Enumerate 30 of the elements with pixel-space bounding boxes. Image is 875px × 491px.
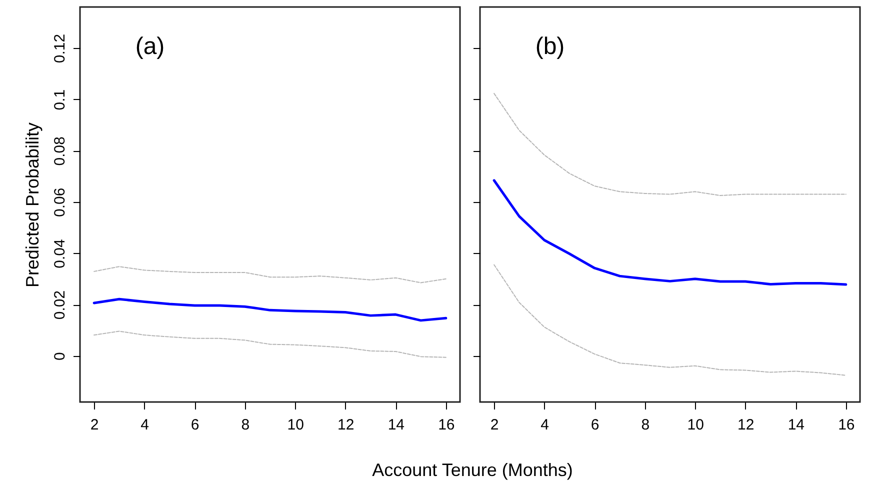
x-tick-label: 10 [287,416,304,434]
y-tick-label: 0.06 [52,188,68,218]
annotation: (a) [135,33,165,60]
x-tick-label: 8 [641,416,650,434]
line-series [94,266,446,284]
x-tick-label: 12 [738,416,754,434]
x-tick-label: 14 [788,416,805,434]
x-tick-label: 6 [190,416,200,434]
x-tick-label: 4 [540,416,550,434]
y-tick-label: 0.12 [52,34,68,64]
x-tick-label: 16 [838,416,855,434]
y-tick-label: 0.1 [52,89,68,110]
y-tick-label: 0 [52,352,68,361]
x-tick-label: 2 [90,416,99,434]
y-tick-label: 0.02 [52,290,68,320]
y-tick-label: 0.04 [52,239,68,268]
x-tick-label: 8 [241,416,250,434]
x-tick-label: 10 [687,416,704,434]
x-axis-title: Account Tenure (Months) [371,460,574,481]
line-series [94,330,446,358]
x-tick-label: 12 [338,416,354,434]
x-tick-label: 6 [590,416,600,434]
y-axis-title: Predicted Probability [22,122,42,288]
annotation: (b) [535,33,565,60]
x-tick-label: 14 [388,416,405,434]
x-tick-label: 16 [438,416,455,434]
y-tick-label: 0.08 [52,136,68,166]
line-series [92,298,448,322]
x-tick-label: 2 [490,416,499,434]
x-tick-label: 4 [140,416,150,434]
